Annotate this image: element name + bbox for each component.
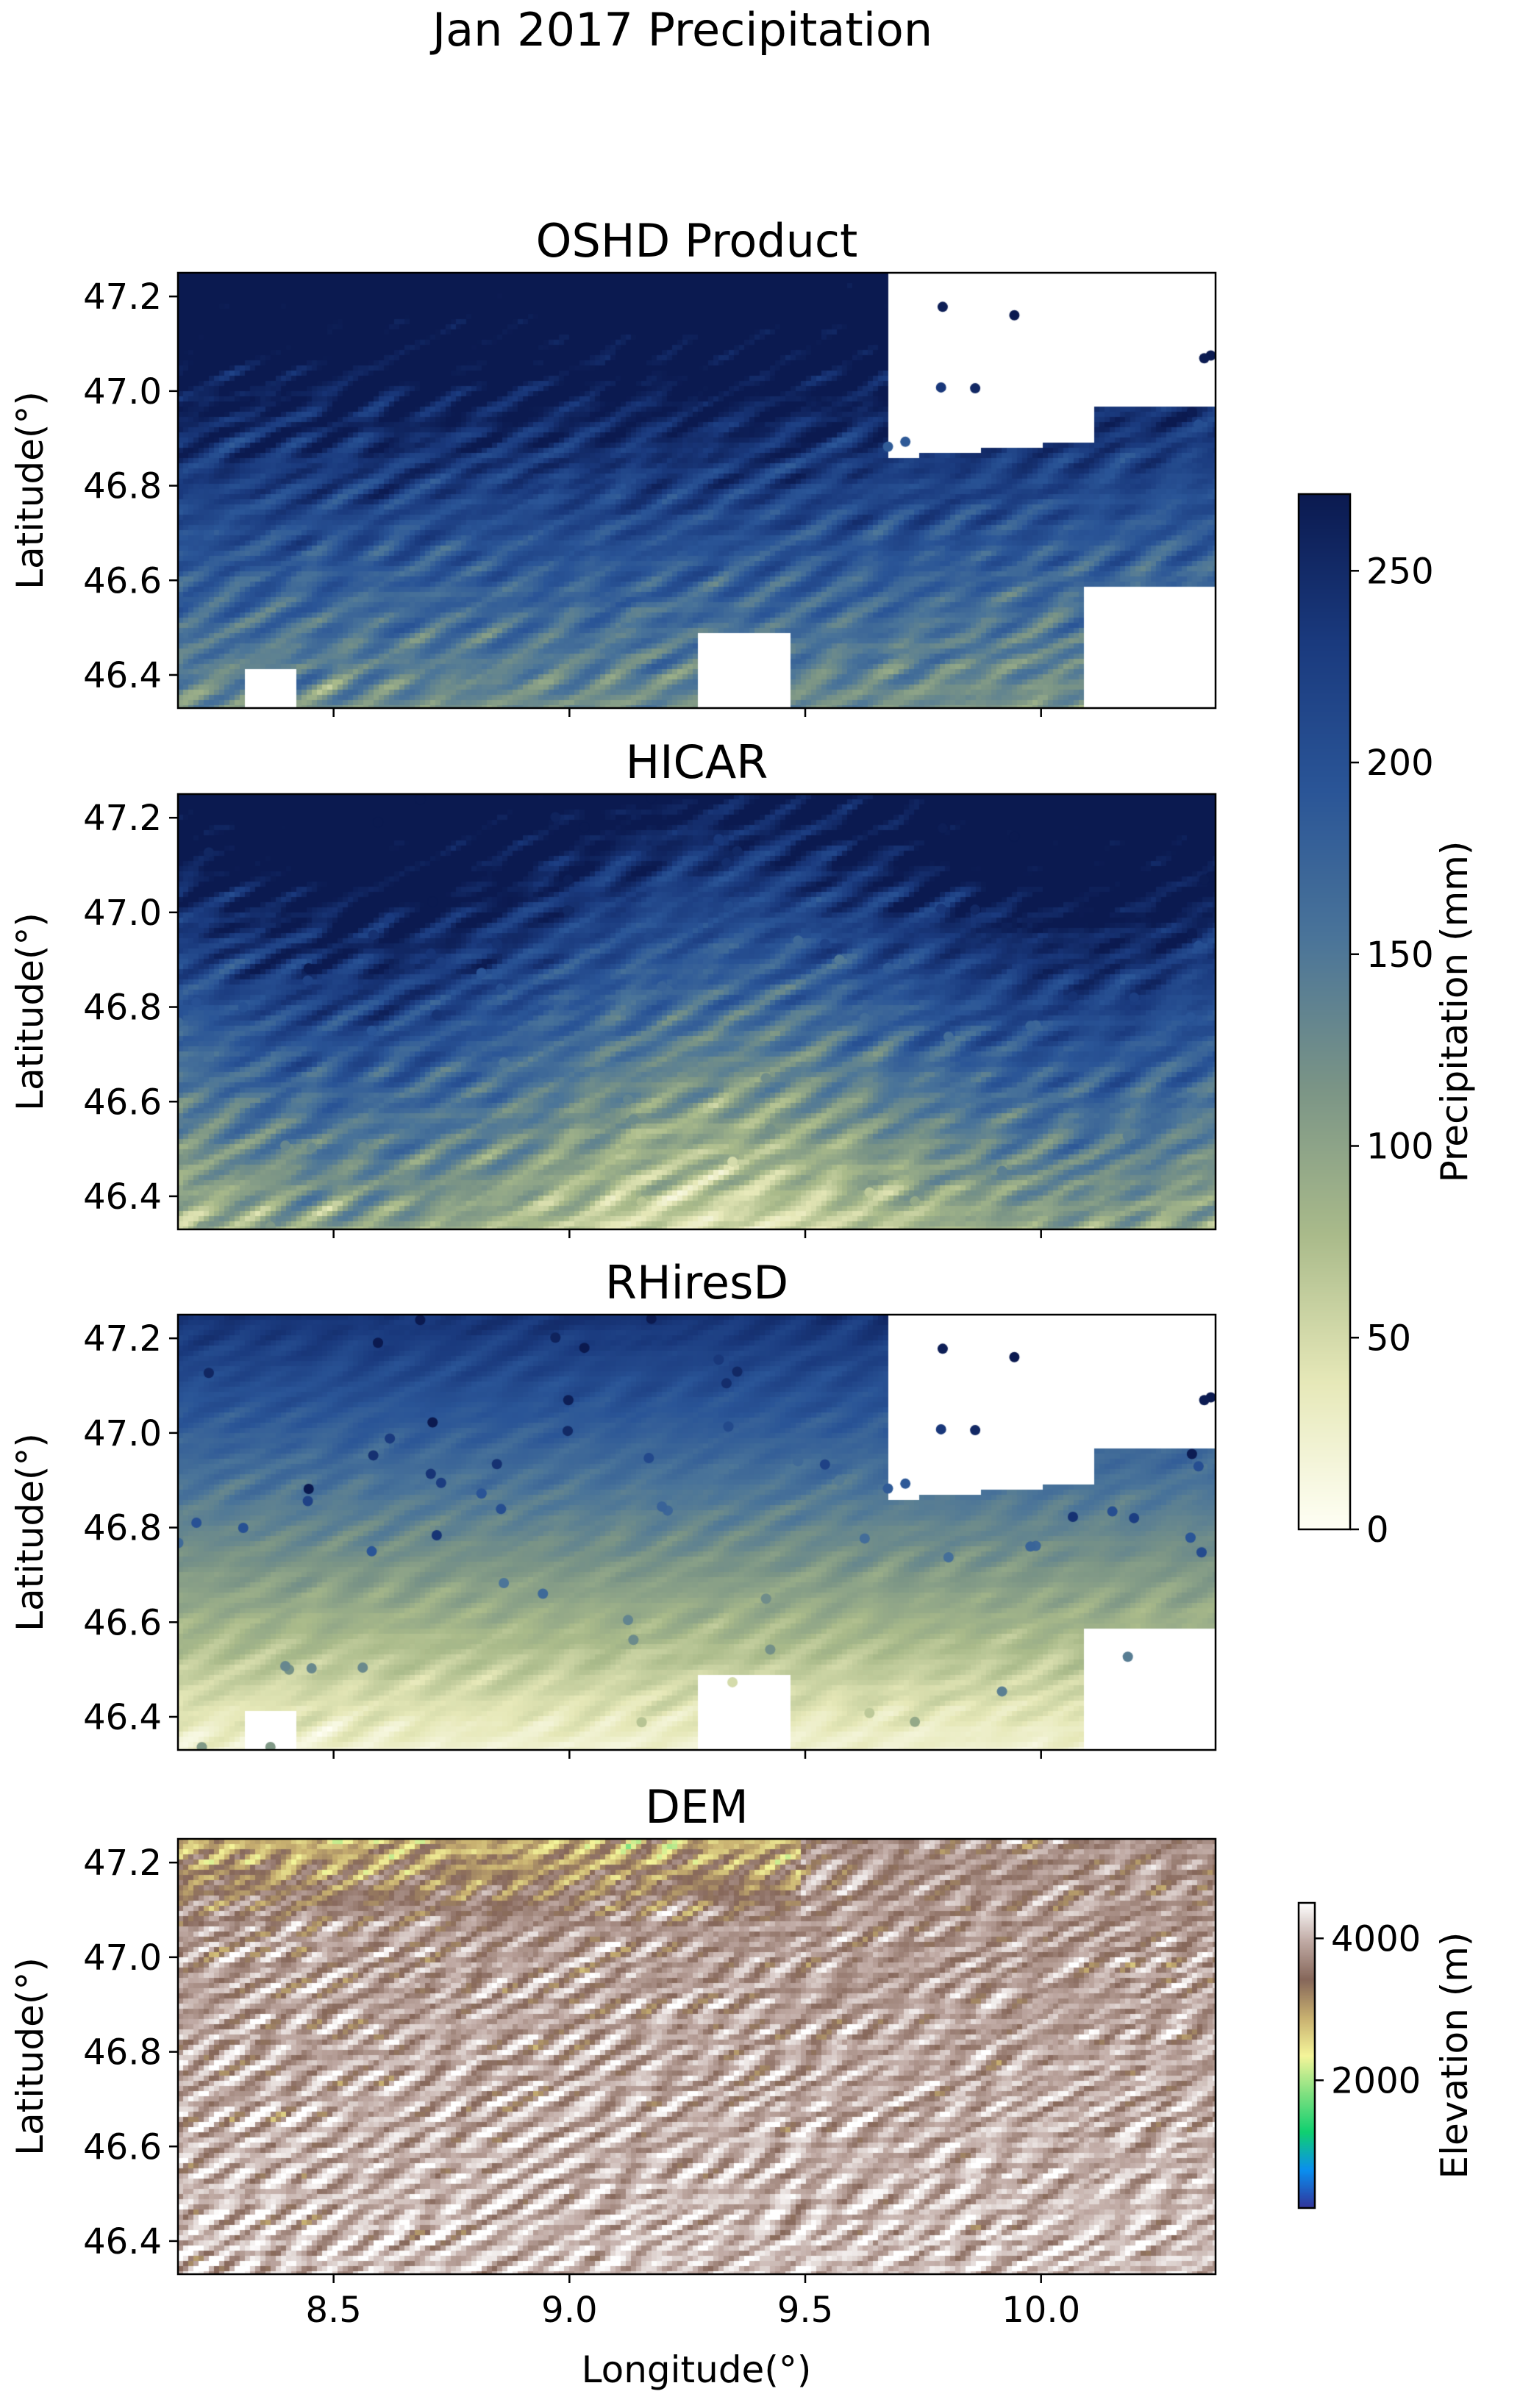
y-tick-label: 46.8	[83, 466, 162, 507]
colorbar-tick-label: 0	[1366, 1510, 1389, 1551]
figure-title: Jan 2017 Precipitation	[429, 3, 932, 57]
x-tick-label: 9.5	[777, 2290, 833, 2331]
y-tick-label: 47.2	[83, 798, 162, 839]
colorbar-label: Precipitation (mm)	[1433, 841, 1476, 1183]
panel-frame	[176, 793, 1217, 1231]
panel-hicar: HICAR Latitude(°) 46.4 46.6 46.8 47.0 47.2	[9, 735, 1217, 1238]
y-tick-label: 47.0	[83, 371, 162, 412]
colorbar-tick-label: 150	[1366, 935, 1434, 976]
precip-colorbar-fill	[1299, 494, 1350, 1529]
rhiresd-raster	[178, 1315, 1216, 1750]
panel-title: DEM	[645, 1780, 748, 1834]
colorbar-tick-label: 2000	[1331, 2060, 1421, 2101]
y-tick-label: 47.2	[83, 1318, 162, 1360]
y-tick-label: 46.6	[83, 560, 162, 601]
x-tick-label: 10.0	[1002, 2290, 1080, 2331]
y-tick-label: 46.8	[83, 2032, 162, 2073]
y-tick-label: 47.0	[83, 1937, 162, 1979]
colorbar-tick-label: 50	[1366, 1318, 1411, 1359]
y-axis-label: Latitude(°)	[9, 1957, 51, 2156]
panel-title: HICAR	[626, 735, 768, 789]
panel-frame	[176, 271, 1217, 710]
colorbar-frame	[1297, 1901, 1316, 2209]
colorbar-tick-label: 4000	[1331, 1918, 1421, 1959]
y-axis-label: Latitude(°)	[9, 1433, 51, 1632]
colorbar-frame	[1297, 493, 1352, 1531]
colorbar-1: 2000 4000 Elevation (m)	[1297, 1901, 1476, 2209]
y-tick-label: 46.6	[83, 1602, 162, 1643]
hicar-raster	[178, 794, 1216, 1229]
panel-oshd-product: OSHD Product Latitude(°) 46.4 46.6 46.8 47.0 4…	[9, 214, 1217, 717]
panel-rhiresd: RHiresD Latitude(°) 46.4 46.6 46.8 47.0 47.2	[9, 1256, 1217, 1759]
y-axis-label: Latitude(°)	[9, 391, 51, 590]
oshd-raster	[178, 273, 1216, 708]
y-tick-label: 47.0	[83, 1413, 162, 1454]
y-tick-label: 46.4	[83, 1176, 162, 1218]
x-axis-label: Longitude(°)	[582, 2348, 812, 2391]
x-tick-label: 8.5	[305, 2290, 361, 2331]
y-tick-label: 47.0	[83, 893, 162, 934]
panel-frame	[176, 1837, 1217, 2276]
panel-title: OSHD Product	[536, 214, 858, 268]
colorbar-0: 0 50 100 150 200 250 Precipitation (mm)	[1297, 493, 1476, 1551]
panel-dem: DEM Latitude(°) 46.4 46.6 46.8 47.0 47.2 8.5 9.0…	[9, 1780, 1217, 2331]
y-tick-label: 46.8	[83, 987, 162, 1029]
panel-title: RHiresD	[605, 1256, 788, 1310]
y-tick-label: 46.6	[83, 1082, 162, 1123]
x-tick-label: 9.0	[541, 2290, 597, 2331]
elev-colorbar-fill	[1299, 1903, 1315, 2208]
y-tick-label: 46.4	[83, 2221, 162, 2262]
y-tick-label: 46.4	[83, 1697, 162, 1738]
y-tick-label: 47.2	[83, 276, 162, 318]
y-tick-label: 46.8	[83, 1508, 162, 1549]
colorbar-tick-label: 250	[1366, 551, 1434, 592]
colorbar-tick-label: 200	[1366, 743, 1434, 784]
panel-frame	[176, 1313, 1217, 1751]
y-tick-label: 46.4	[83, 655, 162, 696]
dem-raster	[178, 1839, 1216, 2274]
y-axis-label: Latitude(°)	[9, 912, 51, 1111]
colorbar-tick-label: 100	[1366, 1126, 1434, 1168]
y-tick-label: 47.2	[83, 1843, 162, 1884]
y-tick-label: 46.6	[83, 2126, 162, 2168]
colorbar-label: Elevation (m)	[1433, 1932, 1476, 2179]
